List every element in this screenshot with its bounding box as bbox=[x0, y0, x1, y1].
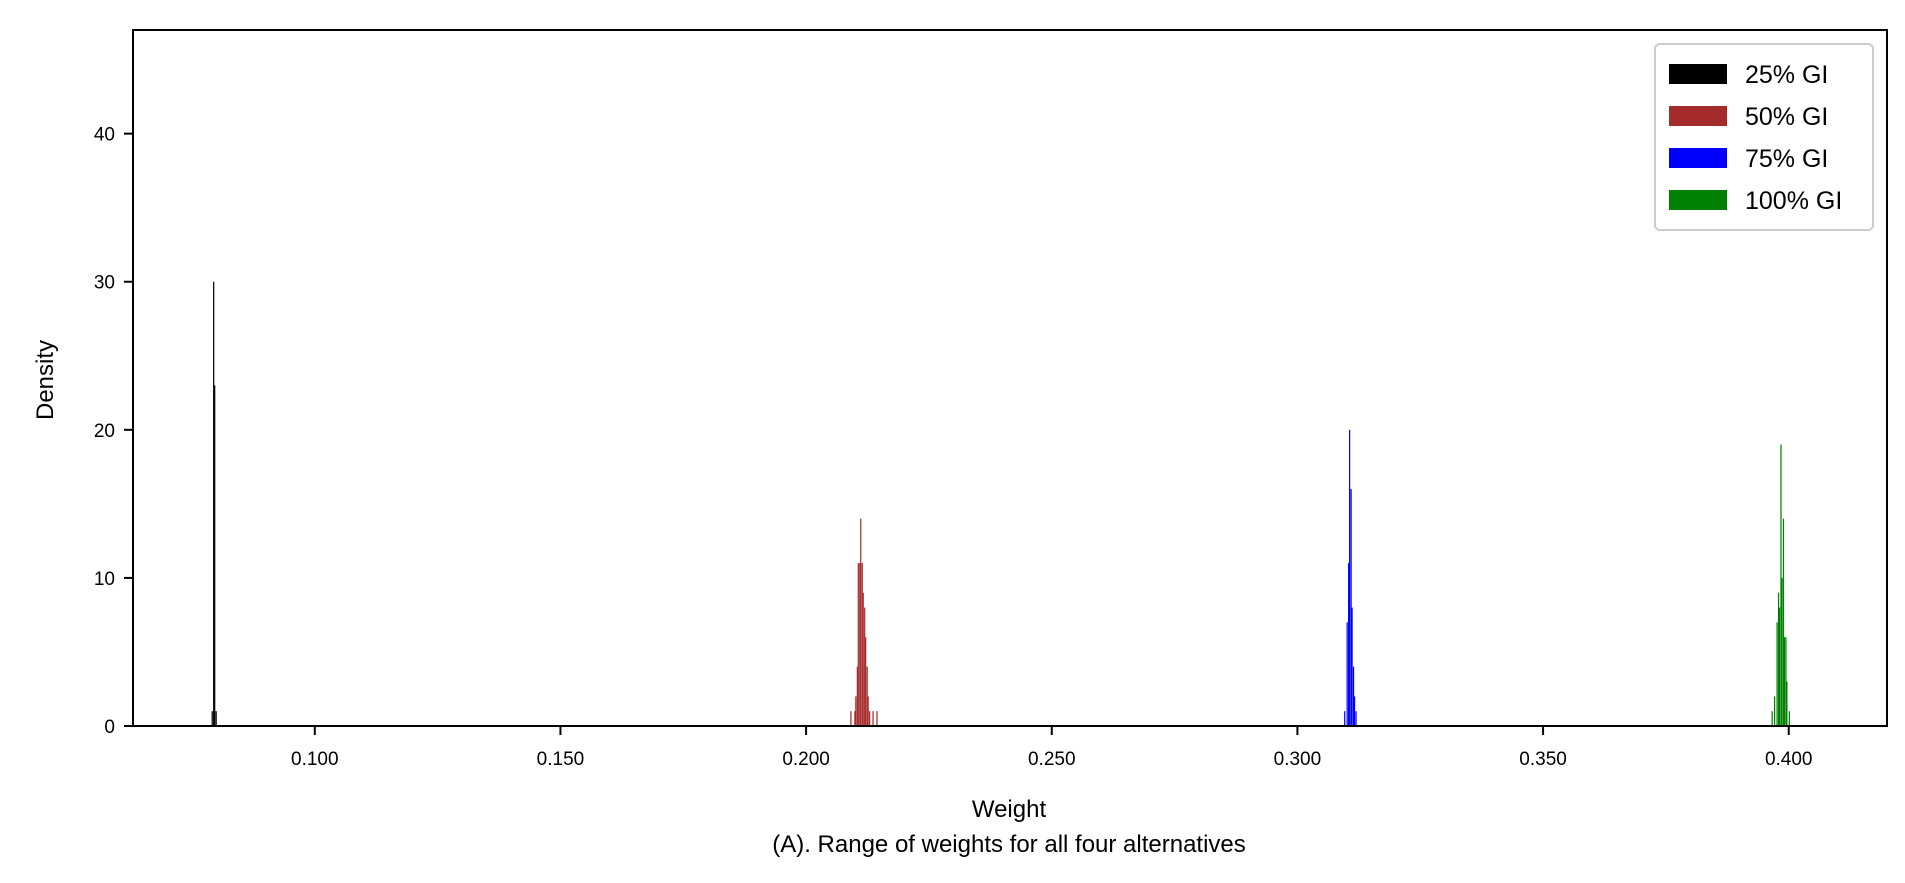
bar-series-2-bin-2 bbox=[1348, 563, 1350, 726]
bar-series-1-bin-8 bbox=[862, 592, 864, 726]
bar-series-2-bin-5 bbox=[1351, 607, 1353, 726]
plot-frame bbox=[132, 29, 1888, 727]
bar-series-1-bin-15 bbox=[876, 711, 878, 726]
x-tick-label: 0.250 bbox=[1028, 749, 1076, 770]
y-tick-label: 0 bbox=[104, 717, 115, 738]
bar-series-0-bin-0 bbox=[211, 711, 213, 726]
bar-series-2-bin-6 bbox=[1352, 666, 1355, 726]
bar-series-3-bin-8 bbox=[1783, 637, 1786, 726]
bar-series-3-bin-6 bbox=[1781, 577, 1783, 726]
legend-swatch-1 bbox=[1669, 106, 1727, 126]
legend-label-0: 25% GI bbox=[1745, 61, 1828, 89]
x-tick-label: 0.200 bbox=[782, 749, 830, 770]
y-tick-label: 20 bbox=[94, 421, 115, 442]
bar-series-2-bin-3 bbox=[1349, 429, 1351, 726]
bar-series-3-bin-0 bbox=[1771, 711, 1773, 726]
bar-series-1-bin-5 bbox=[859, 563, 861, 726]
legend: 25% GI 50% GI 75% GI 100% GI bbox=[1654, 43, 1874, 231]
bar-series-1-bin-6 bbox=[860, 518, 862, 726]
bar-series-1-bin-14 bbox=[872, 711, 874, 726]
bar-series-3-bin-5 bbox=[1780, 444, 1782, 726]
y-tick-label: 30 bbox=[94, 273, 115, 294]
x-tick-label: 0.350 bbox=[1519, 749, 1567, 770]
x-axis-ticks: 0.100 0.150 0.200 0.250 0.300 0.350 0.400 bbox=[291, 726, 1813, 770]
legend-swatch-2 bbox=[1669, 148, 1727, 168]
bar-series-3-bin-11 bbox=[1788, 711, 1790, 726]
legend-label-2: 75% GI bbox=[1745, 145, 1828, 173]
x-axis-label: Weight bbox=[972, 796, 1047, 823]
bar-series-1-bin-9 bbox=[864, 607, 866, 726]
y-tick-label: 40 bbox=[94, 125, 115, 146]
legend-swatch-0 bbox=[1669, 64, 1727, 84]
bar-series-3-bin-3 bbox=[1777, 592, 1780, 726]
bar-series-2-bin-4 bbox=[1350, 489, 1352, 726]
bar-series-2-bin-7 bbox=[1353, 696, 1356, 726]
bar-series-0-bin-1 bbox=[213, 281, 215, 726]
x-tick-label: 0.300 bbox=[1274, 749, 1322, 770]
bar-series-1-bin-0 bbox=[850, 711, 852, 726]
bar-series-2-bin-1 bbox=[1346, 622, 1348, 726]
bar-series-1-bin-13 bbox=[868, 711, 871, 726]
bar-series-1-bin-11 bbox=[866, 666, 868, 726]
y-axis-ticks: 0 10 20 30 40 bbox=[94, 125, 133, 738]
bar-series-2-bin-0 bbox=[1344, 711, 1346, 726]
y-axis-label: Density bbox=[32, 340, 59, 420]
legend-swatch-3 bbox=[1669, 190, 1727, 210]
bar-series-2-bin-8 bbox=[1355, 711, 1357, 726]
bar-series-0-bin-2 bbox=[214, 385, 216, 726]
x-tick-label: 0.400 bbox=[1765, 749, 1813, 770]
legend-label-3: 100% GI bbox=[1745, 187, 1842, 215]
bar-series-3-bin-9 bbox=[1785, 637, 1787, 726]
bar-series-0-bin-3 bbox=[215, 711, 217, 726]
bar-series-1-bin-3 bbox=[856, 666, 858, 726]
bar-series-3-bin-1 bbox=[1774, 696, 1776, 726]
y-tick-label: 10 bbox=[94, 569, 115, 590]
bar-series-1-bin-2 bbox=[855, 696, 857, 726]
x-tick-label: 0.100 bbox=[291, 749, 339, 770]
bar-series-1-bin-1 bbox=[854, 711, 856, 726]
legend-label-1: 50% GI bbox=[1745, 103, 1828, 131]
bar-series-1-bin-12 bbox=[867, 696, 869, 726]
bar-series-1-bin-10 bbox=[865, 637, 867, 726]
chart-caption: (A). Range of weights for all four alter… bbox=[772, 831, 1246, 858]
bars-layer bbox=[211, 281, 1790, 726]
legend-box bbox=[1654, 43, 1874, 231]
bar-series-3-bin-10 bbox=[1786, 681, 1788, 726]
bar-series-3-bin-7 bbox=[1782, 518, 1785, 726]
x-tick-label: 0.150 bbox=[537, 749, 585, 770]
bar-series-3-bin-2 bbox=[1776, 622, 1778, 726]
bar-series-1-bin-7 bbox=[861, 563, 863, 726]
bar-series-1-bin-4 bbox=[857, 563, 859, 726]
bar-series-3-bin-4 bbox=[1778, 607, 1781, 726]
